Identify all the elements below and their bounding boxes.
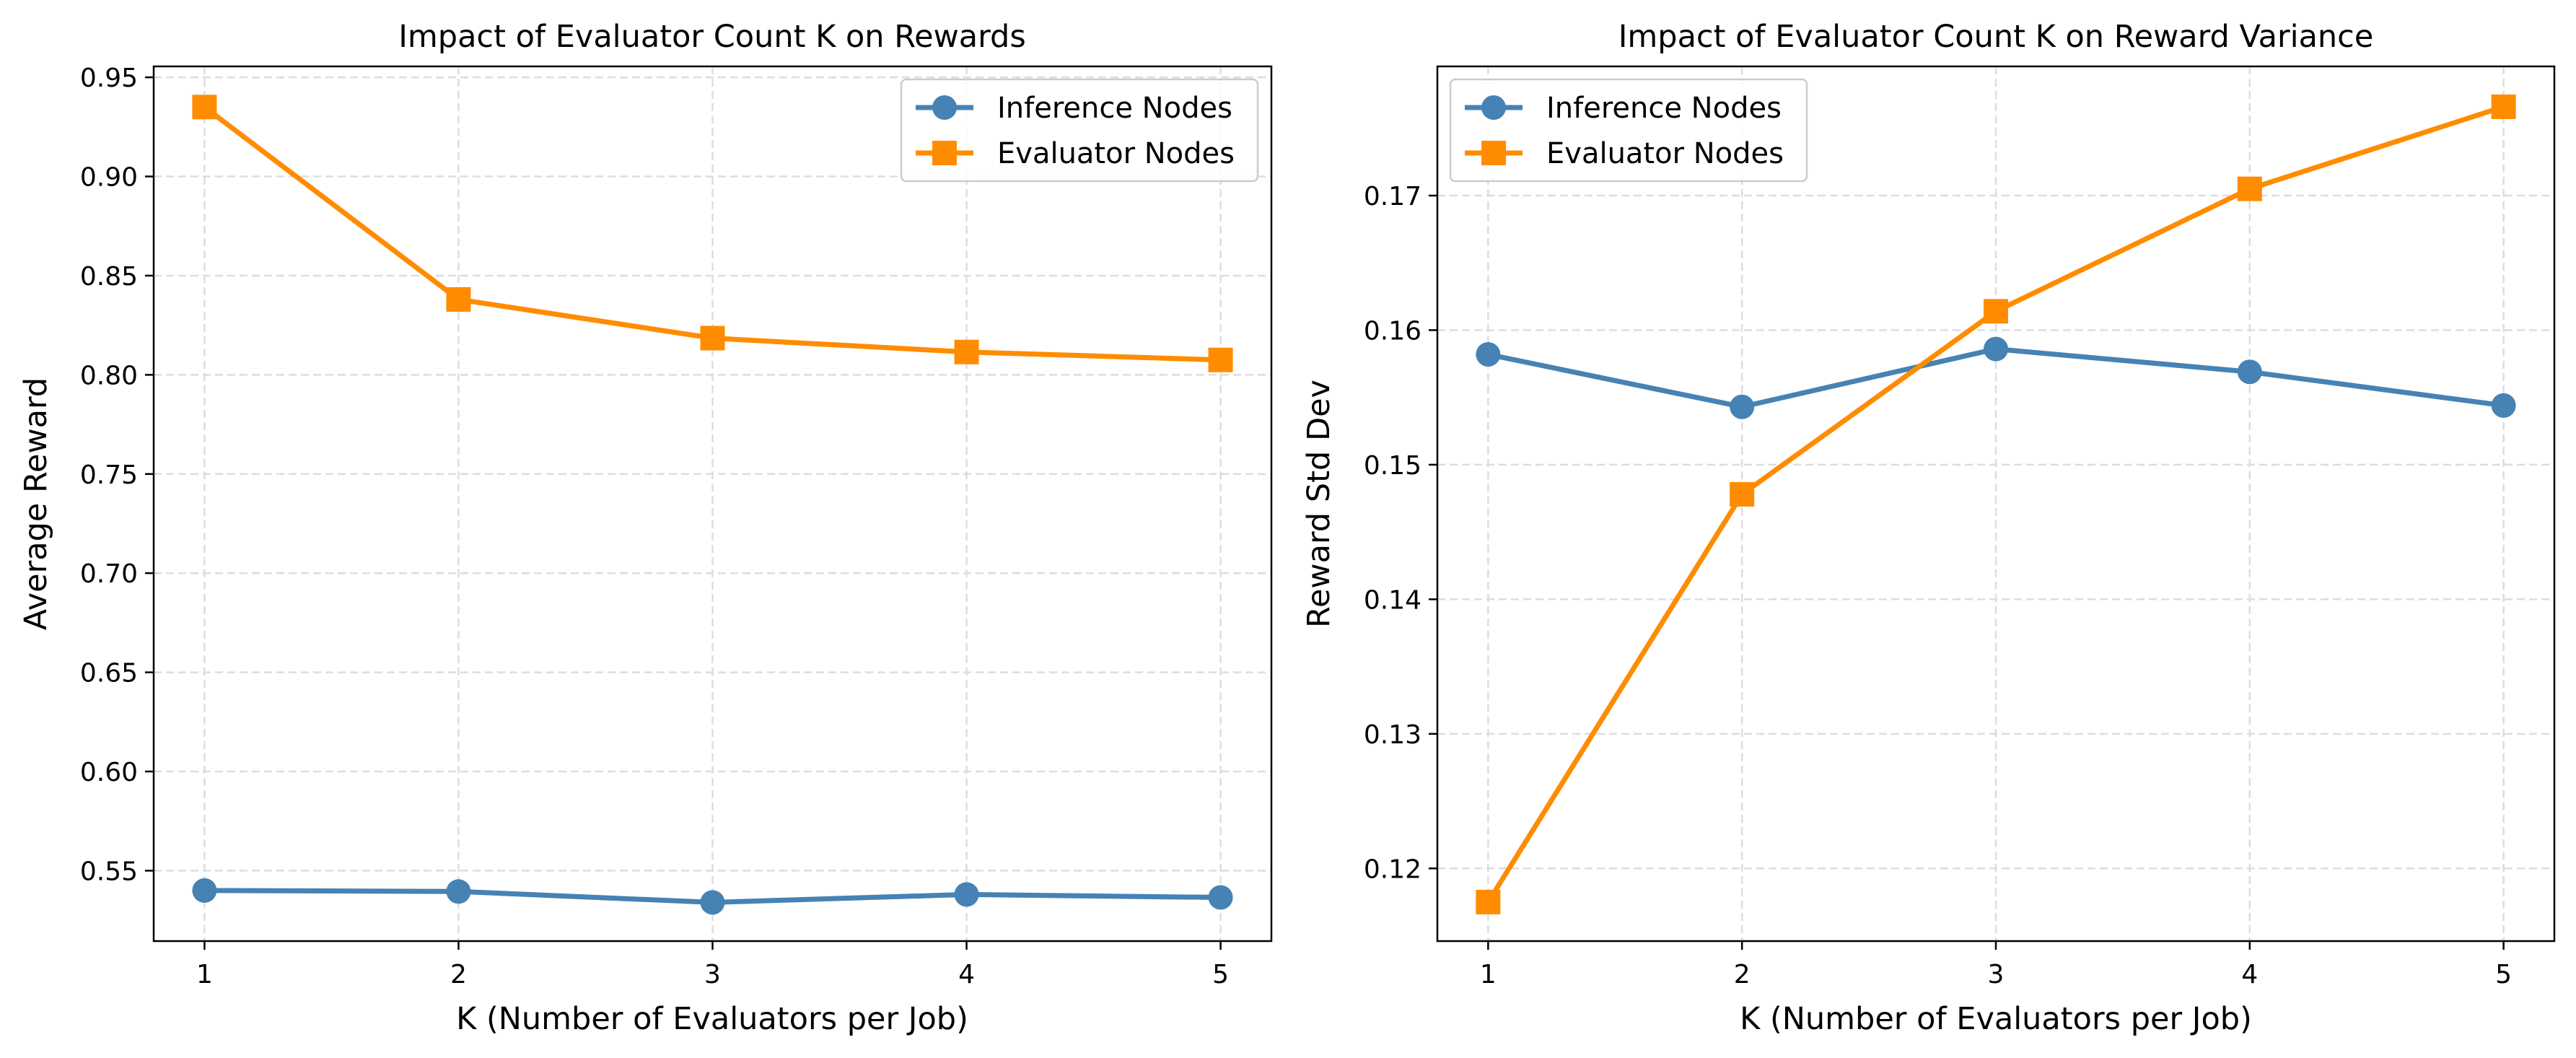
series-markers (1476, 94, 2516, 914)
y-ticks: 0.12 0.13 0.14 0.15 0.16 0.17 (1364, 182, 1437, 884)
y-tick-label: 0.70 (80, 559, 138, 589)
legend-label-inference: Inference Nodes (997, 92, 1232, 125)
x-ticks: 1 2 3 4 5 (1480, 941, 2512, 989)
x-tick-label: 5 (2495, 960, 2512, 989)
legend-marker-inference (1481, 95, 1506, 120)
y-tick-label: 0.75 (80, 460, 138, 490)
data-point-inference-nodes (446, 879, 471, 904)
legend-marker-inference (932, 95, 957, 120)
legend: Inference Nodes Evaluator Nodes (1449, 78, 1808, 183)
legend-box (1449, 78, 1808, 183)
x-ticks: 1 2 3 4 5 (196, 941, 1229, 989)
x-tick-label: 1 (196, 960, 213, 989)
x-tick-label: 5 (1212, 960, 1229, 989)
data-point-evaluator-nodes (446, 287, 471, 312)
y-axis-label: Average Reward (18, 377, 54, 630)
x-axis-label: K (Number of Evaluators per Job) (1740, 1001, 2252, 1037)
data-point-evaluator-nodes (954, 339, 979, 364)
y-tick-label: 0.15 (1364, 451, 1421, 481)
y-tick-label: 0.14 (1364, 585, 1421, 615)
legend-marker-evaluator (932, 141, 957, 165)
series-markers (192, 95, 1233, 915)
data-point-inference-nodes (192, 878, 217, 903)
data-point-inference-nodes (1730, 394, 1755, 419)
data-point-inference-nodes (954, 882, 979, 907)
y-ticks: 0.55 0.60 0.65 0.70 0.75 0.80 0.85 0.90 0.95 (80, 64, 154, 886)
data-point-evaluator-nodes (2237, 176, 2262, 201)
data-point-evaluator-nodes (1476, 889, 1501, 914)
x-tick-label: 4 (2241, 960, 2258, 989)
data-point-inference-nodes (700, 890, 725, 915)
data-point-inference-nodes (1208, 885, 1233, 910)
y-tick-label: 0.90 (80, 163, 138, 193)
legend-box (900, 78, 1259, 183)
grid (1437, 66, 2554, 941)
y-tick-label: 0.60 (80, 758, 138, 787)
y-tick-label: 0.80 (80, 361, 138, 390)
y-tick-label: 0.17 (1364, 182, 1421, 211)
rewards-chart: Impact of Evaluator Count K on Rewards 0… (18, 19, 1273, 1037)
x-tick-label: 2 (450, 960, 467, 989)
y-tick-label: 0.95 (80, 64, 138, 93)
data-point-evaluator-nodes (2491, 94, 2516, 119)
data-point-evaluator-nodes (1984, 299, 2008, 324)
y-tick-label: 0.55 (80, 857, 138, 886)
y-tick-label: 0.16 (1364, 316, 1421, 346)
legend: Inference Nodes Evaluator Nodes (900, 78, 1259, 183)
legend-label-inference: Inference Nodes (1546, 92, 1782, 125)
chart-title: Impact of Evaluator Count K on Rewards (398, 19, 1026, 55)
x-axis-label: K (Number of Evaluators per Job) (456, 1001, 968, 1037)
y-tick-label: 0.12 (1364, 854, 1421, 884)
data-point-inference-nodes (1984, 336, 2008, 362)
data-point-inference-nodes (2237, 359, 2262, 385)
chart-title: Impact of Evaluator Count K on Reward Va… (1618, 19, 2374, 55)
y-axis-label: Reward Std Dev (1301, 380, 1337, 628)
y-tick-label: 0.65 (80, 659, 138, 688)
grid (154, 66, 1271, 941)
data-point-evaluator-nodes (700, 325, 725, 351)
legend-marker-evaluator (1481, 141, 1506, 165)
data-point-inference-nodes (1476, 342, 1501, 367)
data-point-evaluator-nodes (1208, 347, 1233, 372)
legend-label-evaluator: Evaluator Nodes (997, 137, 1235, 170)
x-tick-label: 3 (1988, 960, 2005, 989)
legend-label-evaluator: Evaluator Nodes (1546, 137, 1784, 170)
x-tick-label: 2 (1734, 960, 1751, 989)
x-tick-label: 1 (1480, 960, 1497, 989)
y-tick-label: 0.85 (80, 262, 138, 292)
y-tick-label: 0.13 (1364, 720, 1421, 750)
x-tick-label: 4 (958, 960, 975, 989)
data-point-inference-nodes (2491, 393, 2516, 418)
data-point-evaluator-nodes (192, 95, 217, 120)
x-tick-label: 3 (704, 960, 721, 989)
variance-chart: Impact of Evaluator Count K on Reward Va… (1301, 19, 2556, 1037)
data-point-evaluator-nodes (1730, 481, 1755, 507)
